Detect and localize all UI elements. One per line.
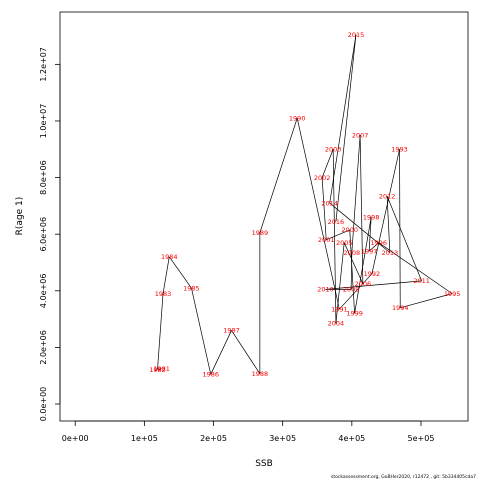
year-label-2000: 2000 [341,226,358,234]
sr-segment [339,273,373,310]
x-tick-label: 5e+05 [408,434,435,443]
sr-segment [378,242,453,294]
x-tick-label: 4e+05 [338,434,365,443]
year-label-1990: 1990 [289,114,306,122]
sr-segment [386,195,391,253]
sr-segment [321,177,327,240]
year-label-2007: 2007 [352,131,369,139]
year-label-2006: 2006 [355,280,372,288]
sr-segment [329,34,357,204]
sr-segment [351,135,361,253]
sr-segment [335,242,345,324]
y-axis: 0.0e+00 2.0e+06 4.0e+06 6.0e+06 8.0e+06 1.0e+… [39,47,61,422]
x-tick-label: 1e+05 [131,434,158,443]
sr-segment [321,149,334,178]
sr-segment [325,280,422,290]
year-label-1984: 1984 [161,253,178,261]
sr-segment [335,34,357,222]
sr-segment [386,195,422,282]
sr-segment [157,368,162,370]
sr-segment [349,229,355,314]
year-label-2014: 2014 [321,199,338,207]
footer-text: stockassessment.org, GoBHer2020, r12472 … [331,474,476,480]
year-label-2009: 2009 [343,286,360,294]
sr-segment [326,229,350,241]
year-label-1995: 1995 [444,290,461,298]
year-label-1997: 1997 [361,247,378,255]
year-label-1982: 1982 [149,366,166,374]
x-tick-label: 2e+05 [200,434,227,443]
x-axis-title: SSB [255,459,273,469]
year-label-2005: 2005 [336,239,353,247]
sr-segment [350,252,353,290]
sr-segment [259,118,298,233]
sr-segment [399,149,401,308]
year-label-1986: 1986 [202,371,219,379]
year-label-2002: 2002 [314,174,331,182]
year-label-2016: 2016 [328,218,345,226]
year-label-2013: 2013 [382,249,399,257]
year-label-1996: 1996 [371,239,388,247]
sr-segment [368,217,372,252]
y-axis-title: R(age 1) [15,197,25,236]
year-label-2015: 2015 [348,31,365,39]
sr-segment [210,330,232,375]
sr-series [157,34,453,375]
sr-segment [400,293,453,309]
y-tick-label: 8.0e+06 [39,160,48,195]
sr-segment [359,135,364,284]
sr-segment [368,242,380,252]
sr-segment [157,293,164,370]
x-tick-label: 3e+05 [269,434,296,443]
y-tick-label: 1.2e+07 [39,47,48,82]
year-label-1994: 1994 [392,304,409,312]
y-tick-label: 1.0e+07 [39,104,48,139]
year-label-2003: 2003 [325,146,342,154]
sr-segment [343,242,364,284]
plot-frame [59,11,469,422]
sr-segment [329,202,391,253]
year-label-1988: 1988 [252,370,269,378]
year-label-2008: 2008 [344,249,361,257]
x-tick-label: 0e+00 [62,434,89,443]
year-label-1989: 1989 [252,229,269,237]
sr-segment [371,149,400,274]
y-tick-label: 0.0e+00 [39,387,48,422]
year-label-1987: 1987 [223,327,240,335]
y-tick-label: 2.0e+06 [39,330,48,365]
y-tick-label: 6.0e+06 [39,217,48,252]
year-label-1991: 1991 [331,305,348,313]
year-label-1992: 1992 [364,270,381,278]
x-axis: 0e+00 1e+05 2e+05 3e+05 4e+05 5e+05 [62,420,435,443]
year-label-2010: 2010 [317,286,334,294]
year-label-1983: 1983 [155,290,172,298]
year-label-1998: 1998 [363,214,380,222]
y-tick-label: 4.0e+06 [39,274,48,309]
sr-segment [168,256,192,289]
sr-segment [191,287,212,375]
year-label-2011: 2011 [413,277,430,285]
year-label-1993: 1993 [391,146,408,154]
sr-segment [162,256,170,294]
year-label-2001: 2001 [318,236,335,244]
year-label-1981: 1981 [153,365,170,373]
year-label-2012: 2012 [379,192,396,200]
year-label-2004: 2004 [328,320,345,328]
sr-segment [231,330,261,374]
sr-segment [296,118,340,310]
year-label-1985: 1985 [183,284,200,292]
year-label-1999: 1999 [346,310,363,318]
